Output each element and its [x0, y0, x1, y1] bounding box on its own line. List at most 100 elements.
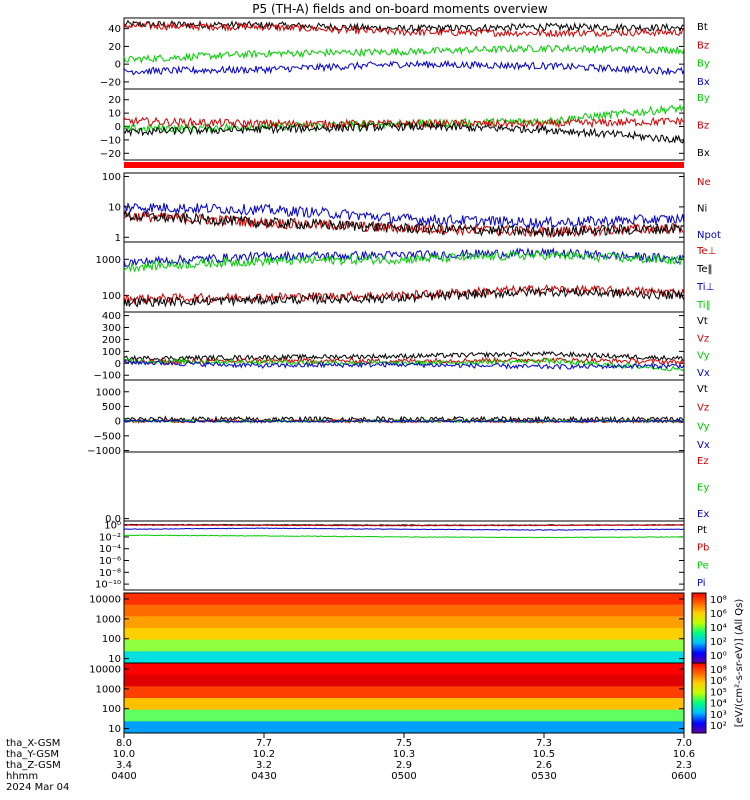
x-tick-label: 7.5: [396, 738, 412, 749]
y-tick-label: 20: [108, 42, 121, 53]
colorbar-2: [691, 662, 707, 734]
y-tick-label: 1000: [96, 614, 121, 625]
y-tick-label: 1: [115, 233, 121, 244]
legend-Bz: Bz: [697, 40, 709, 51]
y-tick-label: 0.0: [105, 514, 121, 525]
legend-Vz: Vz: [697, 403, 709, 414]
series-By-panel0-line: [123, 43, 685, 65]
x-row-label: tha_Y-GSM: [6, 749, 59, 760]
x-tick-label: 7.7: [256, 738, 272, 749]
y-tick-label: 0: [115, 417, 121, 428]
legend-Ti⊥: Ti⊥: [696, 282, 714, 293]
y-tick-label: 1000: [96, 255, 121, 266]
legend-Ni: Ni: [697, 204, 707, 215]
y-tick-label: −1000: [87, 446, 121, 457]
spectrogram-band: [124, 593, 684, 606]
series-Bz-panel1-line: [123, 116, 685, 130]
legend-Te‖: Te‖: [696, 264, 713, 275]
panel-10: thapeerenefluxeV/(cm²-s-sr-eV)1000010001…: [89, 662, 685, 735]
series-Vx-panel5-line: [123, 419, 685, 424]
series-Vx-panel4-line: [123, 358, 685, 371]
y-tick-label: 10000: [89, 594, 121, 605]
panel-2-frame: [123, 88, 685, 161]
series-Ti⊥-panel3-line: [123, 246, 685, 268]
colorbar-tick-label: 10³: [710, 710, 727, 721]
y-tick-label: 10⁻⁸: [99, 568, 121, 579]
y-tick-label: 10000: [89, 664, 121, 675]
spectrogram-band: [124, 639, 684, 652]
y-tick-label: 40: [108, 24, 121, 35]
y-tick-label: −500: [94, 431, 121, 442]
series-Te‖-panel3-line: [123, 286, 685, 308]
spectrogram-band: [124, 604, 684, 617]
y-tick-label: −10: [100, 135, 121, 146]
colorbar-tick-label: 10⁴: [710, 623, 727, 634]
legend-By: By: [697, 93, 710, 104]
series-Vt-panel4-line: [123, 350, 685, 362]
series-Pb-panel7-line: [123, 524, 685, 527]
y-tick-label: 100: [102, 347, 121, 358]
series-Bz-panel0-line: [123, 21, 685, 39]
legend-Ez: Ez: [697, 456, 709, 467]
y-tick-label: 10⁰: [104, 521, 121, 532]
legend-Pt: Pt: [697, 525, 707, 536]
colorbar-tick-label: 10⁸: [710, 595, 727, 606]
y-tick-label: 10: [108, 109, 121, 120]
y-tick-label: 10: [108, 724, 121, 735]
x-tick-label: 0400: [111, 771, 136, 782]
x-tick-label: 10.0: [113, 749, 135, 760]
legend-Pe: Pe: [697, 560, 709, 571]
x-tick-label: 2.9: [396, 760, 412, 771]
legend-Ex: Ex: [697, 509, 709, 520]
spectrogram-band: [124, 698, 684, 711]
legend-Vy: Vy: [697, 351, 710, 362]
panels-group: thafgsgsm[nT]40200−20BtBzByBxthafgsdsl[n…: [87, 17, 721, 735]
colorbar-tick-label: 10⁴: [710, 699, 727, 710]
spectrogram-band: [124, 721, 684, 734]
legend-By: By: [697, 59, 710, 70]
y-tick-label: −100: [94, 371, 121, 382]
plot-title: P5 (TH-A) fields and on-board moments ov…: [252, 2, 548, 16]
legend-Bz: Bz: [697, 121, 709, 132]
spectrogram-band: [124, 686, 684, 699]
legend-Te⊥: Te⊥: [696, 246, 716, 257]
x-tick-label: 7.3: [536, 738, 552, 749]
y-tick-label: 400: [102, 311, 121, 322]
spectrogram-band: [124, 628, 684, 641]
legend-Ne: Ne: [697, 177, 711, 188]
x-tick-label: 0530: [531, 771, 556, 782]
panel-6-frame: [123, 379, 685, 453]
legend-Pi: Pi: [697, 578, 706, 589]
series-Pe-panel7-line: [124, 534, 685, 539]
y-tick-label: 0: [115, 359, 121, 370]
series-Npot-panel2-line: [123, 202, 685, 230]
legend-Vz: Vz: [697, 333, 709, 344]
x-tick-label: 10.3: [393, 749, 415, 760]
x-row-label: tha_X-GSM: [6, 738, 60, 749]
legend-Vx: Vx: [697, 368, 710, 379]
y-tick-label: 300: [102, 323, 121, 334]
panel-9: thapeirenefluxeV/(cm²-s-sr-eV)1000010001…: [89, 592, 685, 665]
x-tick-label: 0430: [251, 771, 276, 782]
legend-Bt: Bt: [697, 22, 708, 33]
colorbar-tick-label: 10²: [710, 637, 727, 648]
legend-Ti‖: Ti‖: [696, 300, 711, 311]
x-tick-label: 0500: [391, 771, 416, 782]
legend-Vt: Vt: [697, 316, 708, 327]
y-tick-label: 100: [102, 291, 121, 302]
spectrogram-band: [124, 651, 684, 664]
y-tick-label: 10: [108, 654, 121, 665]
y-tick-label: 10⁻⁴: [99, 544, 121, 555]
x-tick-label: 3.2: [256, 760, 272, 771]
colorbar-tick-label: 10⁵: [710, 687, 727, 698]
panel-8: Pressure[nPa]10⁰10⁻²10⁻⁴10⁻⁶10⁻⁸10⁻¹⁰PtP…: [95, 520, 709, 591]
spectrogram-band: [124, 709, 684, 722]
y-tick-label: 1000: [96, 387, 121, 398]
colorbar-tick-label: 10²: [710, 721, 727, 732]
y-tick-label: −20: [100, 77, 121, 88]
